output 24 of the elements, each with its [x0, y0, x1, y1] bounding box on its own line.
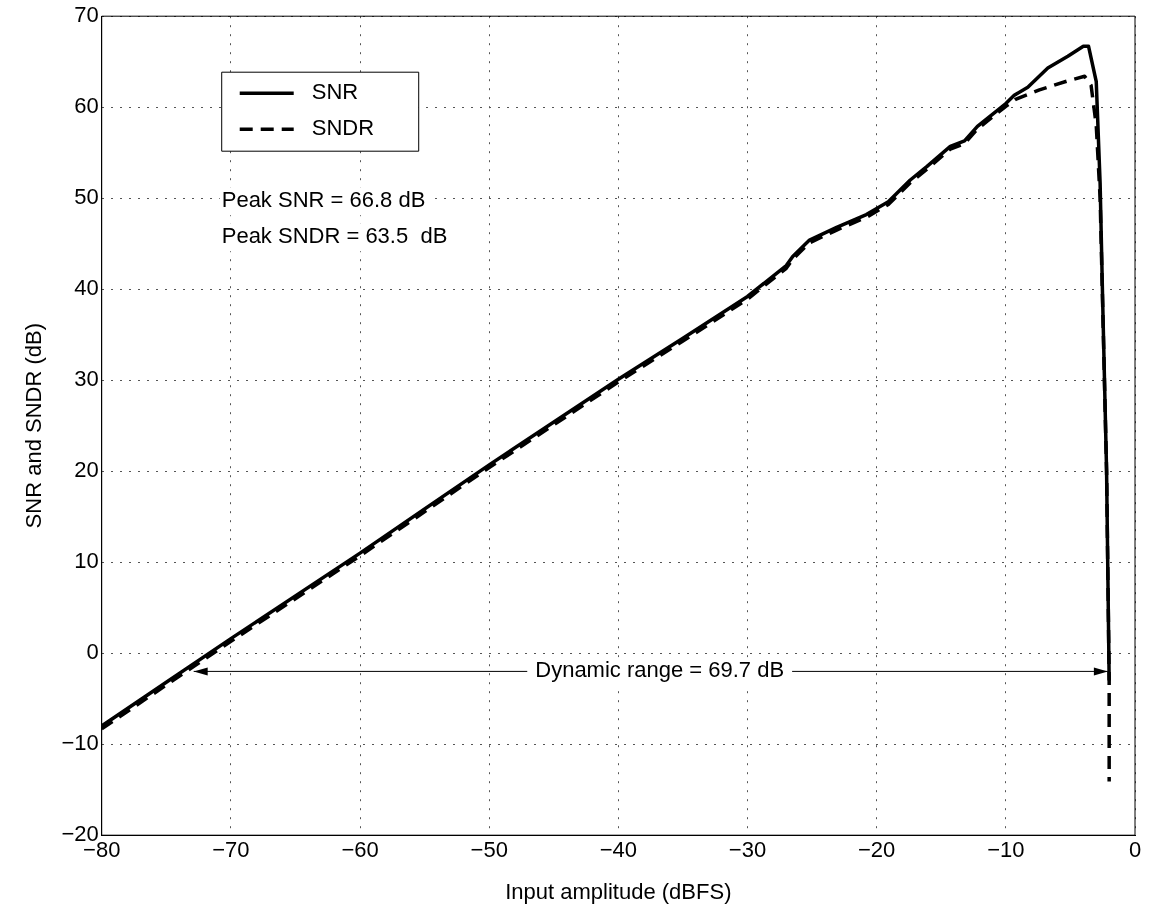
y-tick-label: 10 [74, 548, 99, 574]
y-tick-label: 60 [74, 93, 99, 119]
legend-label: SNR [311, 79, 359, 105]
y-tick-label: 70 [74, 2, 99, 28]
x-tick-label: −20 [858, 837, 896, 863]
y-tick-label: 0 [86, 639, 99, 665]
y-tick-label: 40 [74, 275, 99, 301]
x-tick-label: 0 [1128, 837, 1142, 863]
y-tick-label: 30 [74, 366, 99, 392]
x-tick-label: −70 [212, 837, 250, 863]
annotation: Dynamic range = 69.7 dB [535, 657, 785, 683]
y-tick-label: −10 [61, 730, 99, 756]
x-tick-label: −10 [987, 837, 1025, 863]
annotation: Peak SNDR = 63.5 dB [221, 223, 448, 249]
x-tick-label: −60 [341, 837, 379, 863]
x-axis-title: Input amplitude (dBFS) [505, 878, 732, 904]
annotation: Peak SNR = 66.8 dB [221, 187, 426, 213]
y-tick-label: 20 [74, 457, 99, 483]
x-tick-label: −50 [470, 837, 508, 863]
x-tick-label: −30 [728, 837, 767, 863]
x-tick-label: −40 [599, 837, 638, 863]
y-tick-label: 50 [74, 184, 99, 210]
legend-label: SNDR [311, 115, 375, 141]
y-axis-title: SNR and SNDR (dB) [21, 323, 47, 529]
